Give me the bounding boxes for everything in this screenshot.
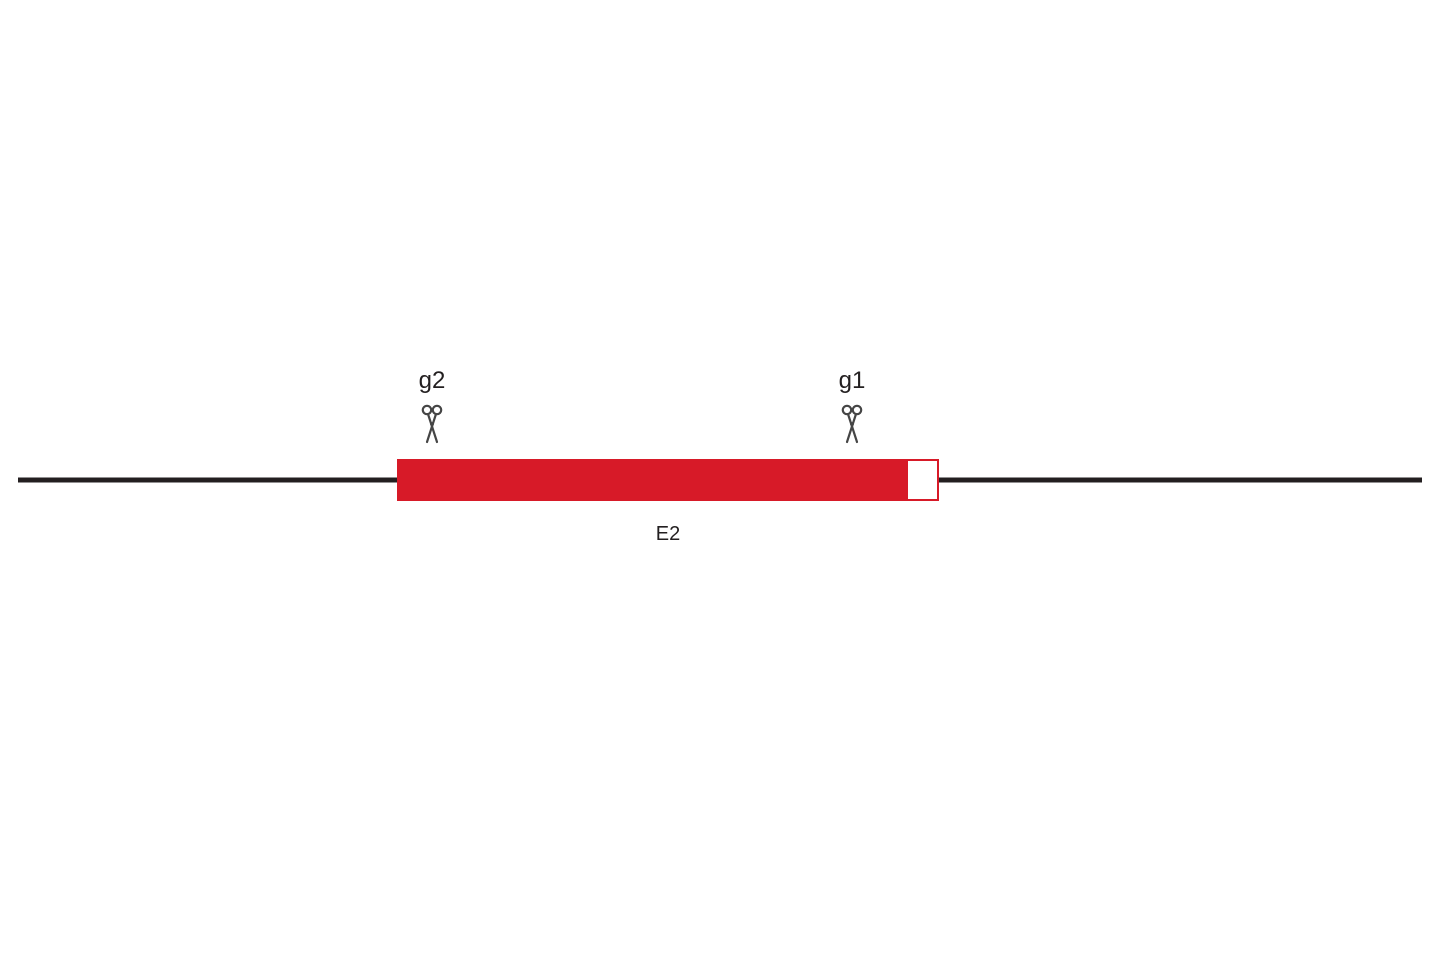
cut-site-g2: g2 — [419, 367, 446, 442]
exon-label: E2 — [656, 523, 680, 545]
cut-site-g1: g1 — [839, 367, 866, 442]
scissors-icon — [843, 406, 861, 442]
exon-fill — [398, 460, 908, 500]
cut-label-g2: g2 — [419, 367, 446, 394]
cut-label-g1: g1 — [839, 367, 866, 394]
gene-diagram: E2 g2 g1 — [0, 0, 1440, 960]
cut-sites-group: g2 g1 — [419, 367, 866, 442]
scissors-icon — [423, 406, 441, 442]
